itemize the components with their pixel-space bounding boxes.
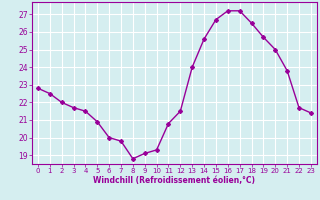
X-axis label: Windchill (Refroidissement éolien,°C): Windchill (Refroidissement éolien,°C) — [93, 176, 255, 185]
